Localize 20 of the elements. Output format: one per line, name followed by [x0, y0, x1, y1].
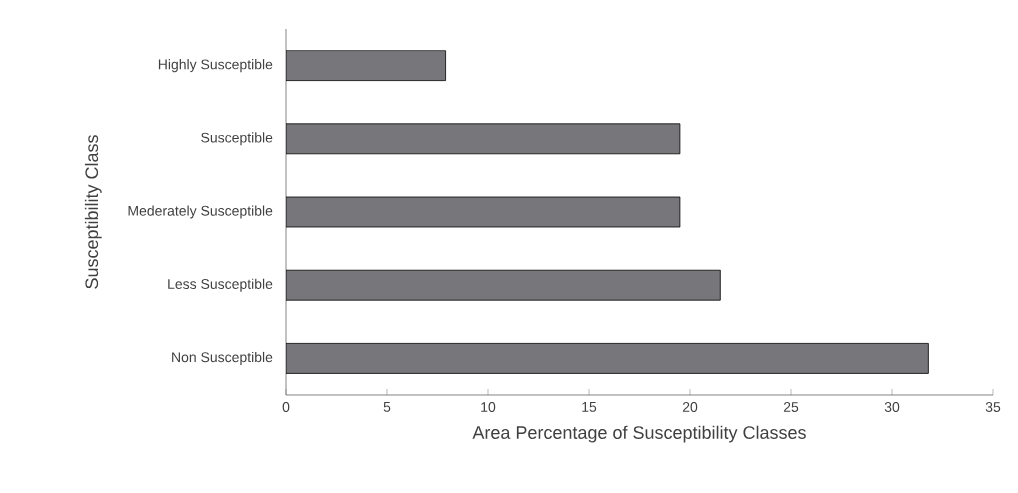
bar: [286, 269, 721, 301]
x-tick-label: 10: [481, 402, 496, 412]
x-tick-label: 25: [783, 402, 799, 412]
y-tick-label: Less Susceptible: [168, 278, 273, 292]
x-tick-label: 15: [582, 402, 597, 412]
bar: [286, 123, 681, 155]
x-axis-title: Area Percentage of Susceptibility Classes: [472, 425, 806, 443]
x-tick-label: 30: [884, 402, 900, 412]
bar: [286, 50, 446, 81]
y-tick-label: Susceptible: [201, 132, 273, 146]
x-tick-label: 5: [383, 402, 391, 412]
y-axis-title: Susceptibility Class: [84, 135, 102, 289]
y-tick-label: Non Susceptible: [172, 351, 273, 365]
x-tick-label: 35: [985, 402, 1001, 412]
y-tick-label: Mederately Susceptible: [128, 205, 273, 219]
y-tick-label: Highly Susceptible: [158, 59, 273, 73]
x-tick-label: 20: [682, 402, 698, 412]
bar: [286, 343, 929, 374]
x-tick-label: 0: [282, 402, 290, 412]
bar: [286, 196, 681, 228]
